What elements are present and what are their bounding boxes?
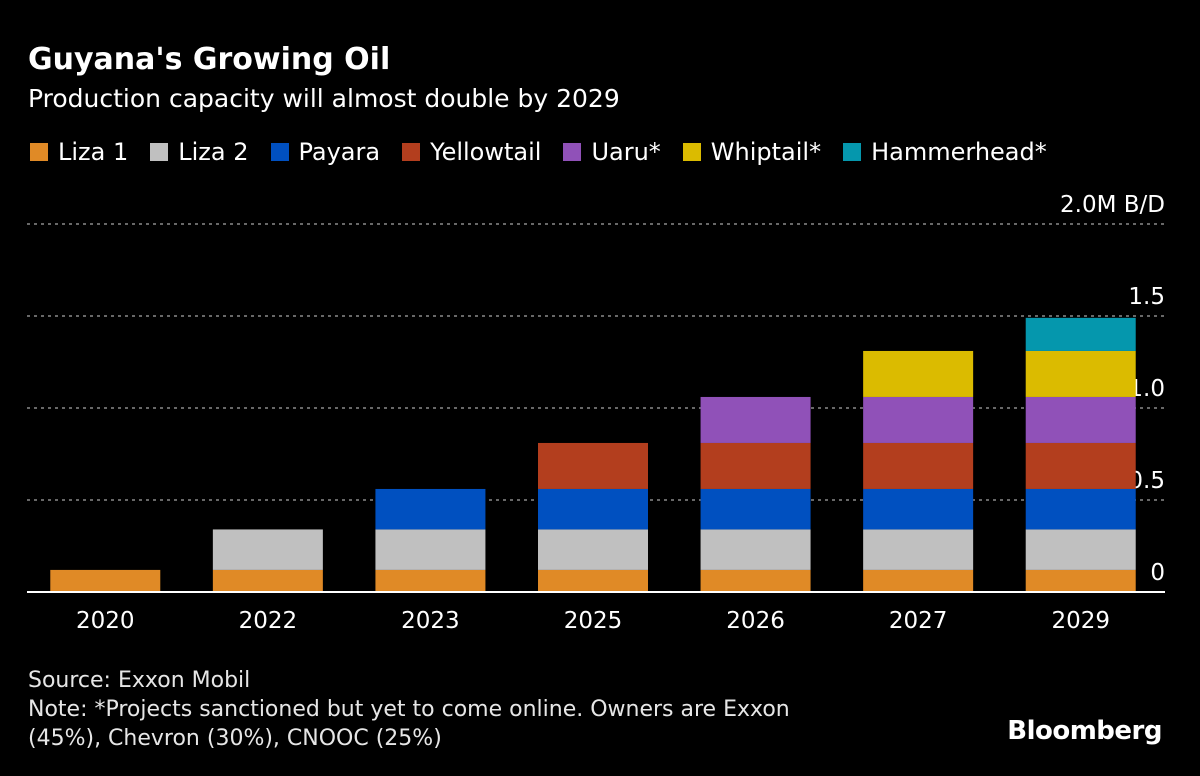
bar-segment (863, 488, 974, 530)
bar-segment (863, 350, 974, 397)
legend-swatch (402, 143, 421, 161)
legend-label: Liza 1 (58, 138, 129, 166)
chart-subtitle: Production capacity will almost double b… (28, 84, 620, 113)
bar-segment (1025, 396, 1136, 443)
legend-item: Hammerhead* (843, 138, 1047, 166)
bar-segment (863, 569, 974, 592)
bar-segment (212, 529, 323, 570)
bar-segment (1025, 488, 1136, 530)
bar-segment (863, 442, 974, 489)
bar-segment (1025, 317, 1136, 351)
chart-title: Guyana's Growing Oil (28, 42, 391, 77)
bar-segment (1025, 529, 1136, 570)
legend-label: Hammerhead* (871, 138, 1047, 166)
bar-segment (700, 488, 811, 530)
legend-swatch (563, 143, 582, 161)
legend-item: Payara (270, 138, 381, 166)
legend: Liza 1 Liza 2 Payara Yellowtail Uaru* Whiptai… (30, 138, 1047, 166)
y-tick-label: 2.0M B/D (1060, 192, 1165, 218)
legend-swatch (150, 143, 169, 161)
bar-segment (700, 442, 811, 489)
bar-segment (538, 442, 648, 489)
legend-item: Liza 1 (30, 138, 128, 166)
bar-segment (212, 569, 323, 592)
x-tick-label: 2027 (889, 608, 948, 634)
bar-segment (1025, 569, 1136, 592)
legend-item: Whiptail* (682, 138, 822, 166)
bar-segment (375, 569, 486, 592)
bar-segment (50, 569, 161, 592)
legend-item: Uaru* (563, 138, 661, 166)
legend-label: Whiptail* (710, 138, 822, 166)
legend-item: Liza 2 (150, 138, 249, 166)
legend-swatch (682, 143, 701, 161)
note-text-line1: Note: *Projects sanctioned but yet to co… (28, 697, 790, 722)
bar-segment (863, 396, 974, 443)
bar-segment (538, 569, 648, 592)
bar-segment (700, 569, 811, 592)
y-tick-label: 0 (1150, 560, 1165, 586)
note-text-line2: (45%), Chevron (30%), CNOOC (25%) (28, 726, 442, 751)
bar-segment (700, 529, 811, 570)
x-tick-label: 2026 (726, 608, 785, 634)
legend-swatch (30, 143, 48, 161)
x-tick-label: 2025 (564, 608, 623, 634)
legend-label: Uaru* (591, 138, 661, 166)
y-tick-label: 1.5 (1128, 284, 1165, 310)
source-text: Source: Exxon Mobil (28, 668, 251, 693)
x-tick-label: 2023 (401, 608, 460, 634)
x-tick-label: 2022 (239, 608, 298, 634)
legend-item: Yellowtail (402, 138, 541, 166)
bar-segment (700, 396, 811, 443)
legend-swatch (270, 143, 289, 161)
legend-label: Yellowtail (430, 138, 542, 166)
bar-segment (863, 529, 974, 570)
bar-segment (375, 488, 486, 530)
bloomberg-logo: Bloomberg (1007, 716, 1162, 746)
legend-label: Liza 2 (178, 138, 249, 166)
bar-segment (538, 529, 648, 570)
legend-swatch (843, 143, 862, 161)
x-tick-label: 2020 (76, 608, 135, 634)
bar-segment (1025, 350, 1136, 397)
bar-segment (538, 488, 648, 530)
x-tick-label: 2029 (1051, 608, 1110, 634)
bar-segment (375, 529, 486, 570)
footer: Source: Exxon Mobil Note: *Projects sanc… (28, 666, 790, 753)
legend-label: Payara (298, 138, 381, 166)
bar-segment (1025, 442, 1136, 489)
